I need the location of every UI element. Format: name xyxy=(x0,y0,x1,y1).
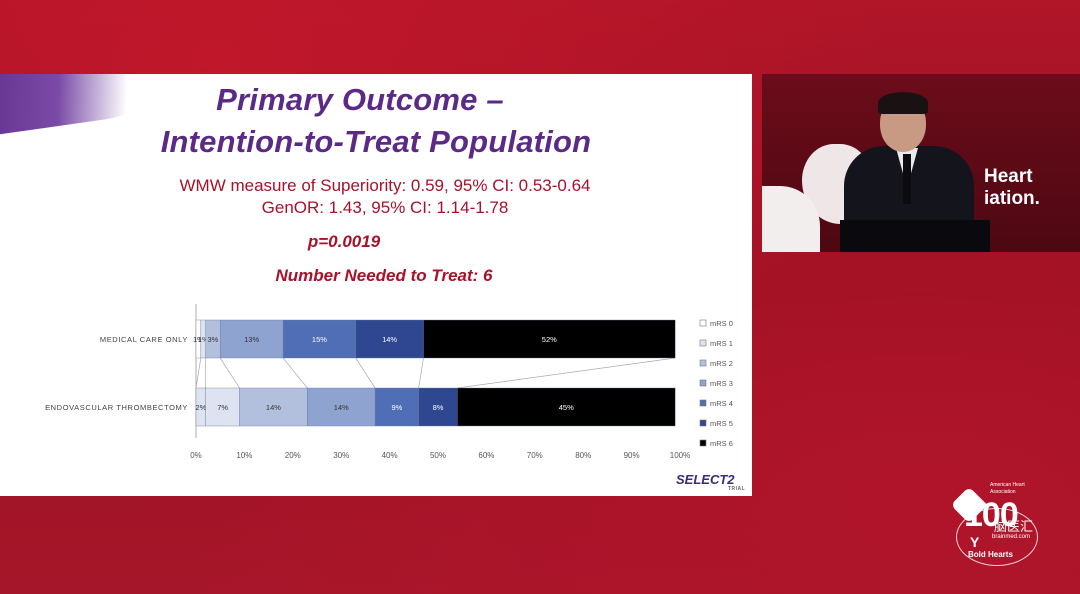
speaker-tie xyxy=(903,154,911,204)
segment-value-label: 2% xyxy=(195,403,206,412)
bar-segment xyxy=(307,387,376,427)
segment-value-label: 7% xyxy=(217,403,228,412)
category-label: MEDICAL CARE ONLY xyxy=(100,335,188,344)
watermark-ring xyxy=(956,508,1038,566)
bar-segment xyxy=(423,319,676,359)
x-tick-label: 80% xyxy=(575,451,591,460)
legend-label: mRS 2 xyxy=(710,359,733,368)
segment-value-label: 3% xyxy=(208,335,219,344)
bar-segment xyxy=(239,387,308,427)
segment-value-label: 52% xyxy=(542,335,557,344)
presentation-slide: Primary Outcome – Intention-to-Treat Pop… xyxy=(0,74,752,496)
legend-label: mRS 1 xyxy=(710,339,733,348)
bar-segment xyxy=(418,387,458,427)
legend-swatch xyxy=(699,379,707,387)
x-tick-label: 60% xyxy=(478,451,494,460)
aha-small-line1: American Heart xyxy=(990,482,1025,488)
select2-logo-sub: TRIAL xyxy=(728,486,746,492)
x-tick-label: 30% xyxy=(333,451,349,460)
bar-segment xyxy=(205,387,240,427)
x-tick-label: 50% xyxy=(430,451,446,460)
segment-value-label: 14% xyxy=(382,335,397,344)
category-label: ENDOVASCULAR THROMBECTOMY xyxy=(45,403,188,412)
segment-value-label: 9% xyxy=(391,403,402,412)
bar-segment xyxy=(355,319,424,359)
legend-label: mRS 5 xyxy=(710,419,733,428)
genor-statistic: GenOR: 1.43, 95% CI: 1.14-1.78 xyxy=(261,198,509,217)
backdrop-org-text: Heart iation. xyxy=(984,166,1040,210)
segment-value-label: 14% xyxy=(334,403,349,412)
legend-label: mRS 4 xyxy=(710,399,733,408)
connector-line xyxy=(457,357,676,389)
legend-swatch xyxy=(699,399,707,407)
backdrop-org-line2: iation. xyxy=(984,188,1040,209)
legend-swatch xyxy=(699,419,707,427)
legend-swatch xyxy=(699,339,707,347)
watermark-text: 脑医汇 xyxy=(994,519,1034,534)
x-tick-label: 20% xyxy=(285,451,301,460)
x-tick-label: 10% xyxy=(236,451,252,460)
wmw-statistic: WMW measure of Superiority: 0.59, 95% CI… xyxy=(179,176,591,195)
connector-line xyxy=(355,357,376,389)
connector-line xyxy=(418,357,424,389)
segment-value-label: 1% xyxy=(198,335,209,344)
segment-value-label: 8% xyxy=(433,403,444,412)
connector-line xyxy=(282,357,308,389)
segment-value-label: 14% xyxy=(266,403,281,412)
select2-logo-text: SELECT2 xyxy=(676,472,735,487)
segment-value-label: 13% xyxy=(244,335,259,344)
bar-segment xyxy=(282,319,356,359)
select2-trial-logo: SELECT2 TRIAL xyxy=(676,472,748,492)
podium xyxy=(840,220,990,252)
segment-value-label: 15% xyxy=(312,335,327,344)
connector-line xyxy=(219,357,240,389)
speaker-hair xyxy=(878,92,928,114)
number-needed-to-treat: Number Needed to Treat: 6 xyxy=(275,266,493,285)
p-value: p=0.0019 xyxy=(307,232,381,251)
legend-label: mRS 6 xyxy=(710,439,733,448)
slide-title-line2: Intention-to-Treat Population xyxy=(160,124,592,159)
connector-line xyxy=(195,357,202,389)
x-tick-label: 70% xyxy=(527,451,543,460)
legend-swatch xyxy=(699,319,707,327)
x-tick-label: 40% xyxy=(382,451,398,460)
x-tick-label: 90% xyxy=(624,451,640,460)
backdrop-org-line1: Heart xyxy=(984,166,1033,187)
x-tick-label: 0% xyxy=(190,451,202,460)
speaker-video-feed: Heart iation. xyxy=(762,74,1080,252)
mrs-stacked-bar-chart: 0% 10% 20% 30% 40% 50% 60% 70% 80% 90% 100% MEDICAL… xyxy=(45,304,733,460)
legend-swatch xyxy=(699,439,707,447)
watermark-url: brainmed.com xyxy=(992,534,1031,540)
legend-label: mRS 3 xyxy=(710,379,733,388)
aha-small-text: American Heart Association xyxy=(990,482,1025,496)
legend-label: mRS 0 xyxy=(710,319,733,328)
segment-value-label: 1% xyxy=(193,335,204,344)
segment-value-label: 45% xyxy=(559,403,574,412)
aha-small-line2: Association xyxy=(990,489,1016,495)
x-tick-label: 100% xyxy=(670,451,690,460)
bar-segment xyxy=(219,319,284,359)
aha-100-years-logo: American Heart Association 100 Y Bold He… xyxy=(950,478,1074,578)
legend-swatch xyxy=(699,359,707,367)
bar-segment xyxy=(457,387,676,427)
slide-title-line1: Primary Outcome – xyxy=(216,82,504,117)
